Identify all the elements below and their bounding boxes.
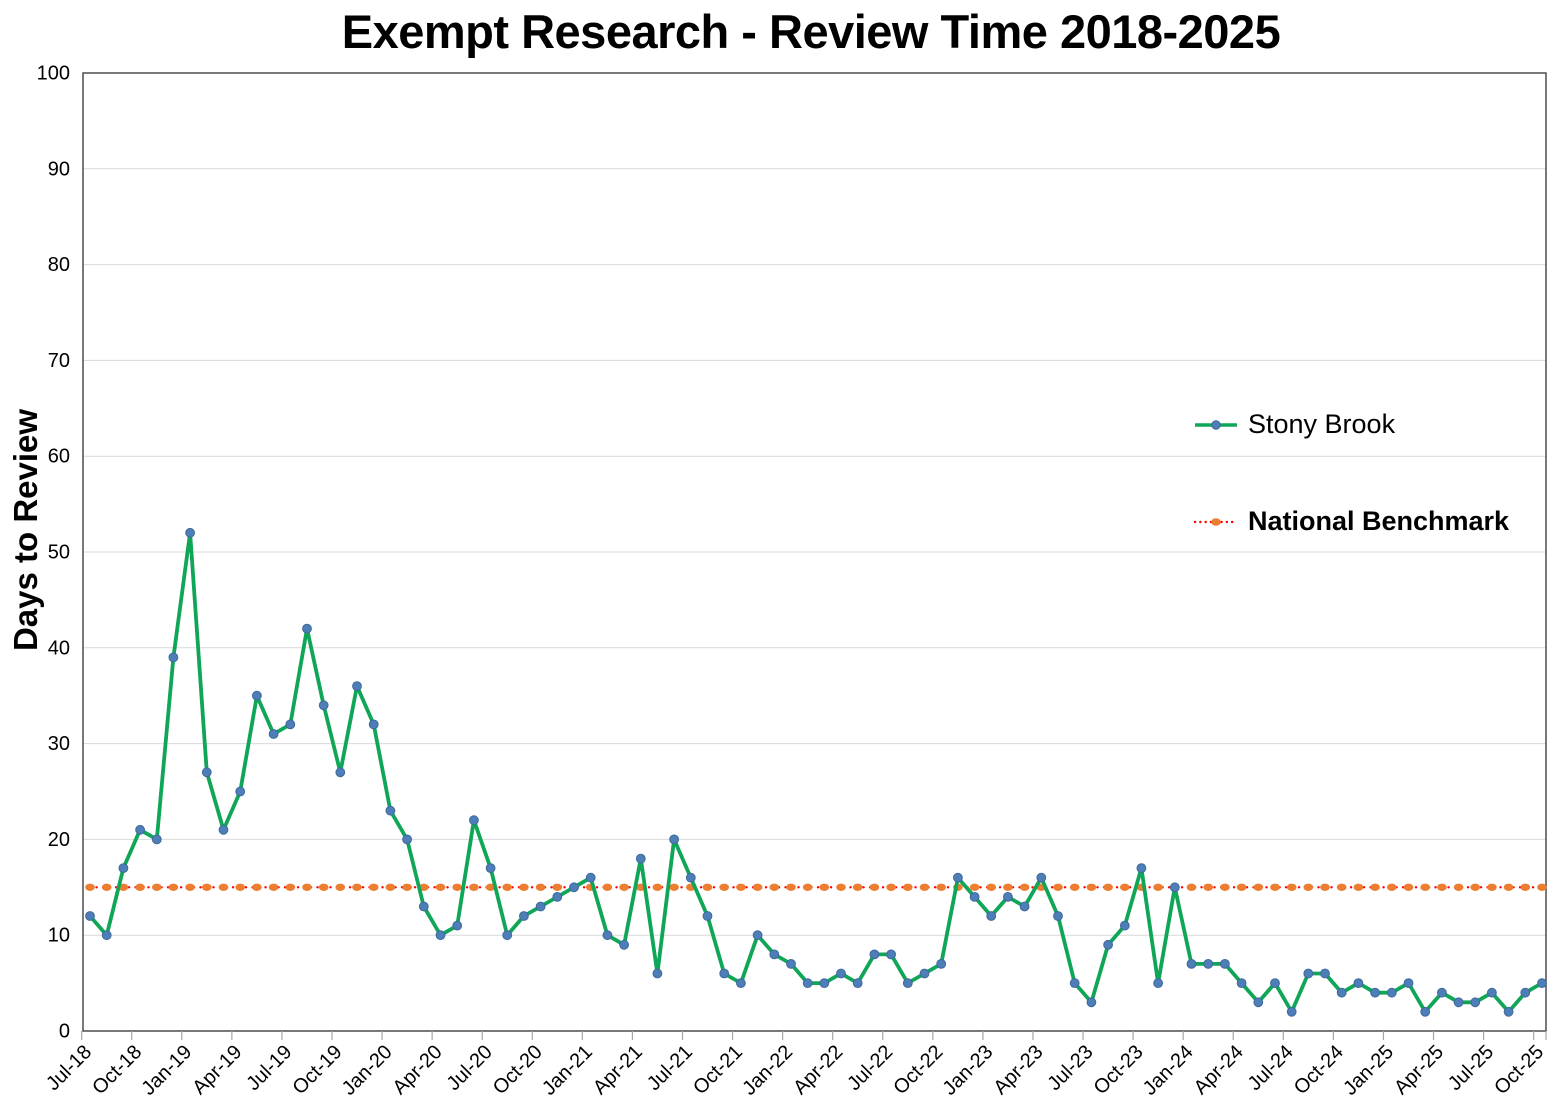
x-axis-ticks <box>81 1031 1547 1040</box>
svg-text:20: 20 <box>48 829 70 851</box>
svg-text:Oct-24: Oct-24 <box>1290 1041 1348 1099</box>
plot-border <box>82 72 1547 1032</box>
svg-text:Apr-19: Apr-19 <box>188 1041 246 1099</box>
chart-title: Exempt Research - Review Time 2018-2025 <box>341 5 1281 58</box>
svg-text:Jan-24: Jan-24 <box>1139 1041 1198 1100</box>
stony-brook-legend-swatch <box>1195 419 1237 430</box>
gridlines <box>83 168 1546 936</box>
stony-brook-swatch-marker <box>1211 419 1221 430</box>
svg-text:Apr-23: Apr-23 <box>989 1041 1047 1099</box>
svg-text:0: 0 <box>59 1021 70 1043</box>
svg-text:Oct-22: Oct-22 <box>889 1041 947 1099</box>
svg-text:Oct-20: Oct-20 <box>489 1041 547 1099</box>
svg-text:Jan-20: Jan-20 <box>338 1041 397 1100</box>
svg-text:Jan-22: Jan-22 <box>738 1041 797 1100</box>
svg-text:Jul-25: Jul-25 <box>1444 1041 1498 1095</box>
svg-text:100: 100 <box>37 63 70 85</box>
svg-text:40: 40 <box>48 637 70 659</box>
svg-text:Apr-20: Apr-20 <box>389 1041 447 1099</box>
svg-text:10: 10 <box>48 925 70 947</box>
svg-text:Jan-23: Jan-23 <box>939 1041 998 1100</box>
svg-text:Apr-22: Apr-22 <box>789 1041 847 1099</box>
svg-text:Jan-19: Jan-19 <box>138 1041 197 1100</box>
svg-text:Jan-25: Jan-25 <box>1339 1041 1398 1100</box>
stony-brook-line <box>88 530 1544 1014</box>
stony-brook-markers <box>85 527 1547 1017</box>
legend-item-stony-brook: Stony Brook <box>1193 409 1395 440</box>
legend-label-stony-brook: Stony Brook <box>1248 409 1396 439</box>
svg-text:Jul-20: Jul-20 <box>443 1041 497 1095</box>
benchmark-legend-swatch <box>1193 517 1239 526</box>
svg-text:Jul-22: Jul-22 <box>843 1041 897 1095</box>
svg-text:Jul-21: Jul-21 <box>643 1041 697 1095</box>
svg-text:Oct-23: Oct-23 <box>1090 1041 1148 1099</box>
x-tick-labels: Jul-18Oct-18Jan-19Apr-19Jul-19Oct-19Jan-… <box>42 1041 1548 1100</box>
svg-text:Jul-23: Jul-23 <box>1043 1041 1097 1095</box>
svg-text:Jan-21: Jan-21 <box>538 1041 597 1100</box>
svg-text:70: 70 <box>48 350 70 372</box>
svg-text:90: 90 <box>48 158 70 180</box>
legend-item-national-benchmark: National Benchmark <box>1193 506 1509 537</box>
svg-text:60: 60 <box>48 446 70 468</box>
svg-text:Jul-18: Jul-18 <box>42 1041 96 1095</box>
svg-text:Oct-19: Oct-19 <box>289 1041 347 1099</box>
svg-text:Apr-21: Apr-21 <box>589 1041 647 1099</box>
svg-text:30: 30 <box>48 733 70 755</box>
benchmark-markers <box>85 883 1547 891</box>
svg-text:Apr-25: Apr-25 <box>1390 1041 1448 1099</box>
svg-text:Jul-24: Jul-24 <box>1244 1041 1298 1095</box>
legend-label-national-benchmark: National Benchmark <box>1248 506 1510 536</box>
y-tick-labels: 0 10 20 30 40 50 60 70 80 90 100 <box>37 63 70 1043</box>
svg-text:Oct-25: Oct-25 <box>1490 1041 1548 1099</box>
svg-text:Jul-19: Jul-19 <box>242 1041 296 1095</box>
svg-text:Oct-21: Oct-21 <box>689 1041 747 1099</box>
svg-text:Apr-24: Apr-24 <box>1190 1041 1248 1099</box>
benchmark-swatch-marker <box>1211 517 1221 526</box>
svg-text:Oct-18: Oct-18 <box>88 1041 146 1099</box>
svg-text:50: 50 <box>48 542 70 564</box>
svg-text:80: 80 <box>48 254 70 276</box>
